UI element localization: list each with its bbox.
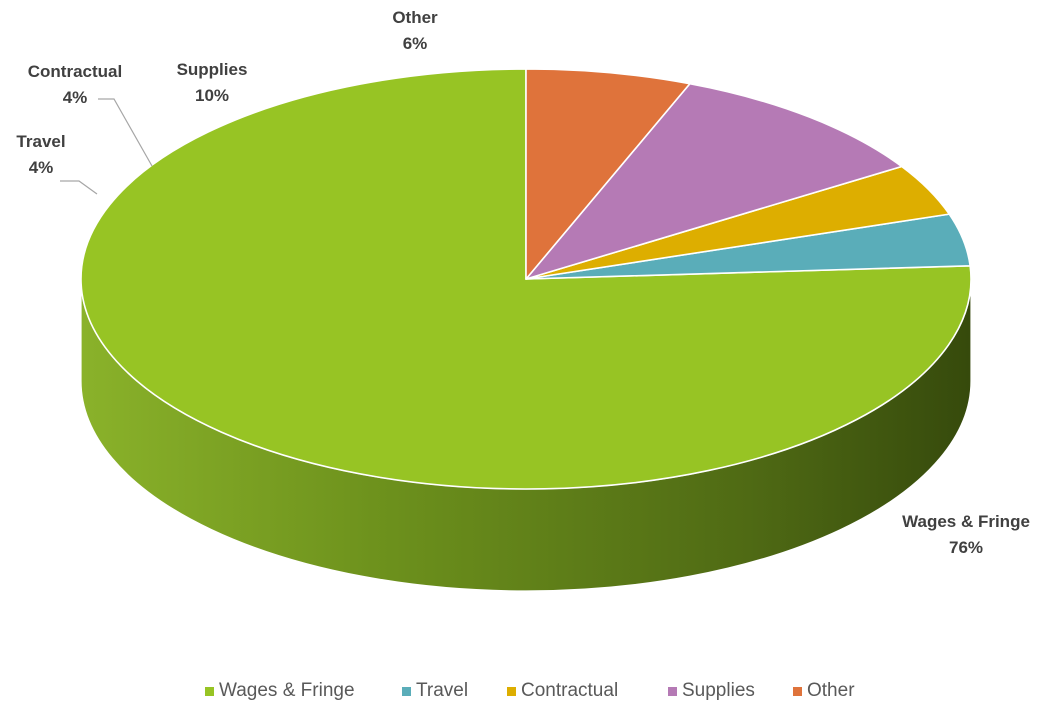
data-label-category-travel: Travel (16, 132, 65, 151)
data-label-value-other: 6% (403, 34, 428, 53)
legend-swatch-wages-and-fringe (205, 687, 214, 696)
pie-slice-other (525, 68, 691, 280)
legend-swatch-other (793, 687, 802, 696)
legend-label-supplies: Supplies (682, 680, 755, 701)
legend-label-wages-and-fringe: Wages & Fringe (219, 680, 355, 701)
leader-lines (60, 98, 153, 195)
data-label-category-wages-and-fringe: Wages & Fringe (902, 512, 1030, 531)
data-label-category-contractual: Contractual (28, 62, 122, 81)
data-label-value-contractual: 4% (63, 88, 88, 107)
data-label-value-wages-and-fringe: 76% (949, 538, 983, 557)
pie-slice-supplies (525, 82, 903, 280)
leader-line-travel (60, 180, 98, 195)
data-labels: Wages & Fringe 76% Travel 4% Contractual 4% Su… (16, 8, 1030, 557)
data-label-category-supplies: Supplies (177, 60, 248, 79)
data-label-value-travel: 4% (29, 158, 54, 177)
data-label-value-supplies: 10% (195, 86, 229, 105)
legend: Wages & Fringe Travel Contractual Supplies O… (205, 680, 855, 701)
pie-slices (80, 68, 972, 490)
legend-swatch-travel (402, 687, 411, 696)
data-label-category-other: Other (392, 8, 438, 27)
legend-swatch-supplies (668, 687, 677, 696)
legend-label-travel: Travel (416, 680, 468, 701)
legend-label-contractual: Contractual (521, 680, 618, 701)
legend-label-other: Other (807, 680, 855, 701)
legend-swatch-contractual (507, 687, 516, 696)
leader-line-contractual (98, 98, 153, 167)
